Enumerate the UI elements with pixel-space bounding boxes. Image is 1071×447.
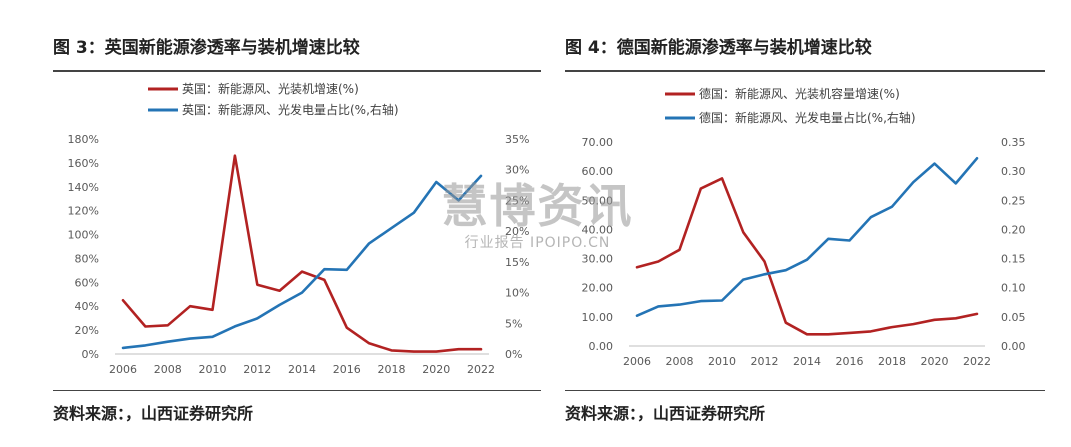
- right-x-tick-label: 2008: [666, 355, 694, 368]
- left-left-y-tick-label: 80%: [75, 252, 99, 265]
- right-right-y-tick-label: 0.00: [1001, 340, 1026, 353]
- right-x-tick-label: 2020: [921, 355, 949, 368]
- right-source-note: 资料来源：，山西证券研究所: [565, 404, 766, 423]
- right-right-y-tick-label: 0.15: [1001, 253, 1026, 266]
- left-left-y-tick-label: 20%: [75, 324, 99, 337]
- right-left-y-tick-label: 20.00: [582, 282, 614, 295]
- left-series-line-growth: [121, 154, 483, 353]
- left-legend-label: 英国：新能源风、光发电量占比(%,右轴): [182, 102, 399, 117]
- left-right-y-tick-label: 30%: [505, 164, 529, 177]
- left-title-rule: [53, 70, 541, 72]
- right-legend-label: 德国：新能源风、光发电量占比(%,右轴): [699, 110, 916, 125]
- left-left-y-tick-label: 160%: [68, 157, 99, 170]
- left-right-y-tick-label: 35%: [505, 133, 529, 146]
- right-right-y-tick-label: 0.25: [1001, 194, 1026, 207]
- right-x-tick-label: 2010: [708, 355, 736, 368]
- right-legend-label: 德国：新能源风、光装机容量增速(%): [699, 86, 900, 101]
- right-bottom-rule: [565, 390, 1045, 391]
- left-x-tick-label: 2006: [109, 363, 137, 376]
- right-x-tick-label: 2018: [878, 355, 906, 368]
- right-title-rule: [565, 70, 1045, 72]
- right-x-tick-label: 2012: [751, 355, 779, 368]
- left-figure-title: 图 3：英国新能源渗透率与装机增速比较: [53, 38, 360, 58]
- left-x-tick-label: 2012: [243, 363, 271, 376]
- right-left-y-tick-label: 50.00: [582, 194, 614, 207]
- right-line-chart: 0.00 10.00 20.00 30.00 40.00 50.00 60.00 70.00 0…: [582, 86, 1026, 368]
- left-source-note: 资料来源：，山西证券研究所: [53, 404, 254, 423]
- left-right-y-tick-label: 15%: [505, 256, 529, 269]
- right-x-tick-label: 2016: [836, 355, 864, 368]
- left-left-y-tick-label: 40%: [75, 300, 99, 313]
- left-left-y-tick-label: 120%: [68, 205, 99, 218]
- left-bottom-rule: [53, 390, 541, 391]
- left-x-tick-label: 2016: [333, 363, 361, 376]
- right-left-y-tick-label: 10.00: [582, 311, 614, 324]
- left-right-y-tick-label: 0%: [505, 348, 522, 361]
- left-x-tick-label: 2022: [467, 363, 495, 376]
- left-left-y-tick-label: 60%: [75, 276, 99, 289]
- left-x-tick-label: 2010: [199, 363, 227, 376]
- left-right-y-tick-label: 5%: [505, 317, 522, 330]
- left-x-tick-label: 2018: [378, 363, 406, 376]
- right-x-tick-label: 2006: [623, 355, 651, 368]
- right-left-y-tick-label: 30.00: [582, 253, 614, 266]
- right-left-y-tick-label: 60.00: [582, 165, 614, 178]
- right-right-y-tick-label: 0.05: [1001, 311, 1026, 324]
- left-legend-label: 英国：新能源风、光装机增速(%): [182, 81, 359, 96]
- right-series-line-share: [635, 157, 979, 317]
- left-series-line-share: [121, 174, 483, 350]
- left-left-y-tick-label: 180%: [68, 133, 99, 146]
- right-right-y-tick-label: 0.35: [1001, 136, 1026, 149]
- left-left-y-tick-label: 140%: [68, 181, 99, 194]
- left-left-y-tick-label: 0%: [82, 348, 99, 361]
- right-left-y-tick-label: 40.00: [582, 223, 614, 236]
- left-right-y-tick-label: 10%: [505, 287, 529, 300]
- right-series-line-growth: [635, 177, 979, 336]
- left-right-y-tick-label: 20%: [505, 225, 529, 238]
- right-right-y-tick-label: 0.30: [1001, 165, 1026, 178]
- right-x-tick-label: 2014: [793, 355, 821, 368]
- right-x-tick-label: 2022: [963, 355, 991, 368]
- left-line-chart: 0% 20% 40% 60% 80% 100% 120% 140% 160% 180% 0% 5% 10…: [68, 81, 530, 376]
- right-right-y-tick-label: 0.10: [1001, 282, 1026, 295]
- left-x-tick-label: 2020: [422, 363, 450, 376]
- left-x-tick-label: 2014: [288, 363, 316, 376]
- left-right-y-tick-label: 25%: [505, 194, 529, 207]
- left-left-y-tick-label: 100%: [68, 229, 99, 242]
- right-left-y-tick-label: 0.00: [589, 340, 614, 353]
- right-figure-title: 图 4：德国新能源渗透率与装机增速比较: [565, 38, 872, 58]
- left-x-tick-label: 2008: [154, 363, 182, 376]
- right-right-y-tick-label: 0.20: [1001, 223, 1026, 236]
- right-left-y-tick-label: 70.00: [582, 136, 614, 149]
